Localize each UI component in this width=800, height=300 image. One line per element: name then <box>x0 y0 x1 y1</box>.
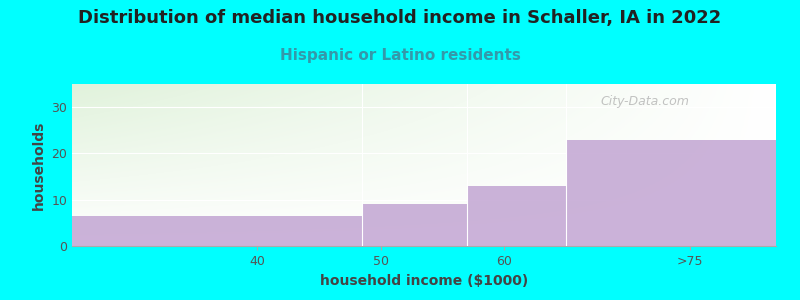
Text: Hispanic or Latino residents: Hispanic or Latino residents <box>279 48 521 63</box>
Bar <box>362 204 467 246</box>
Y-axis label: households: households <box>32 120 46 210</box>
Text: City-Data.com: City-Data.com <box>600 95 689 108</box>
Bar <box>566 140 800 246</box>
Bar <box>467 186 566 246</box>
X-axis label: household income ($1000): household income ($1000) <box>320 274 528 288</box>
Bar <box>72 216 362 246</box>
Text: Distribution of median household income in Schaller, IA in 2022: Distribution of median household income … <box>78 9 722 27</box>
